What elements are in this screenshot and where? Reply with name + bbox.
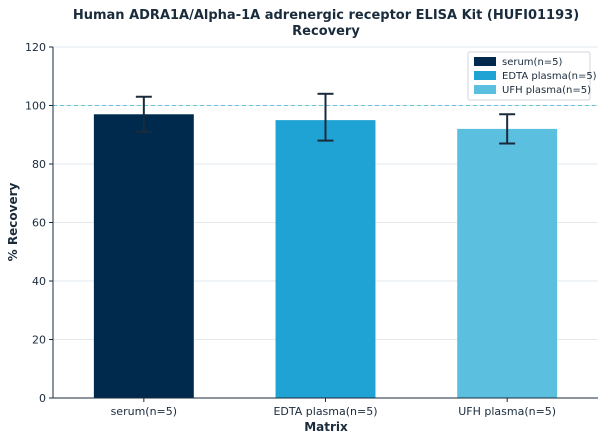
- y-tick-label: 0: [39, 392, 46, 405]
- x-tick-labels: serum(n=5) EDTA plasma(n=5) UFH plasma(n=5…: [111, 398, 556, 418]
- y-tick-label: 120: [25, 41, 46, 54]
- bar: [275, 120, 376, 398]
- x-tick-label: serum(n=5): [111, 405, 177, 418]
- y-axis-label: % Recovery: [6, 183, 20, 262]
- bar: [457, 128, 558, 398]
- legend-swatch: [474, 71, 496, 80]
- y-tick-label: 60: [32, 217, 46, 230]
- chart-subtitle: Recovery: [292, 24, 360, 39]
- y-tick-label: 100: [25, 100, 46, 113]
- legend-box: [467, 51, 591, 101]
- legend-swatch: [474, 85, 496, 94]
- x-tick-label: EDTA plasma(n=5): [273, 405, 377, 418]
- chart-title: Human ADRA1A/Alpha-1A adrenergic recepto…: [73, 8, 579, 23]
- legend-entry: EDTA plasma(n=5): [502, 71, 597, 82]
- legend-swatch: [474, 57, 496, 66]
- y-tick-labels: 0 20 40 60 80 100 120: [25, 41, 53, 405]
- bar: [93, 114, 194, 399]
- legend-entry: serum(n=5): [502, 57, 563, 68]
- error-bars: [135, 92, 516, 145]
- y-tick-label: 20: [32, 334, 46, 347]
- y-tick-label: 40: [32, 275, 46, 288]
- x-tick-label: UFH plasma(n=5): [458, 405, 556, 418]
- y-tick-label: 80: [32, 158, 46, 171]
- x-axis-label: Matrix: [304, 420, 348, 434]
- bars: [93, 114, 558, 399]
- legend-entry: UFH plasma(n=5): [502, 85, 591, 96]
- legend: serum(n=5) EDTA plasma(n=5) UFH plasma(n=5…: [467, 51, 597, 101]
